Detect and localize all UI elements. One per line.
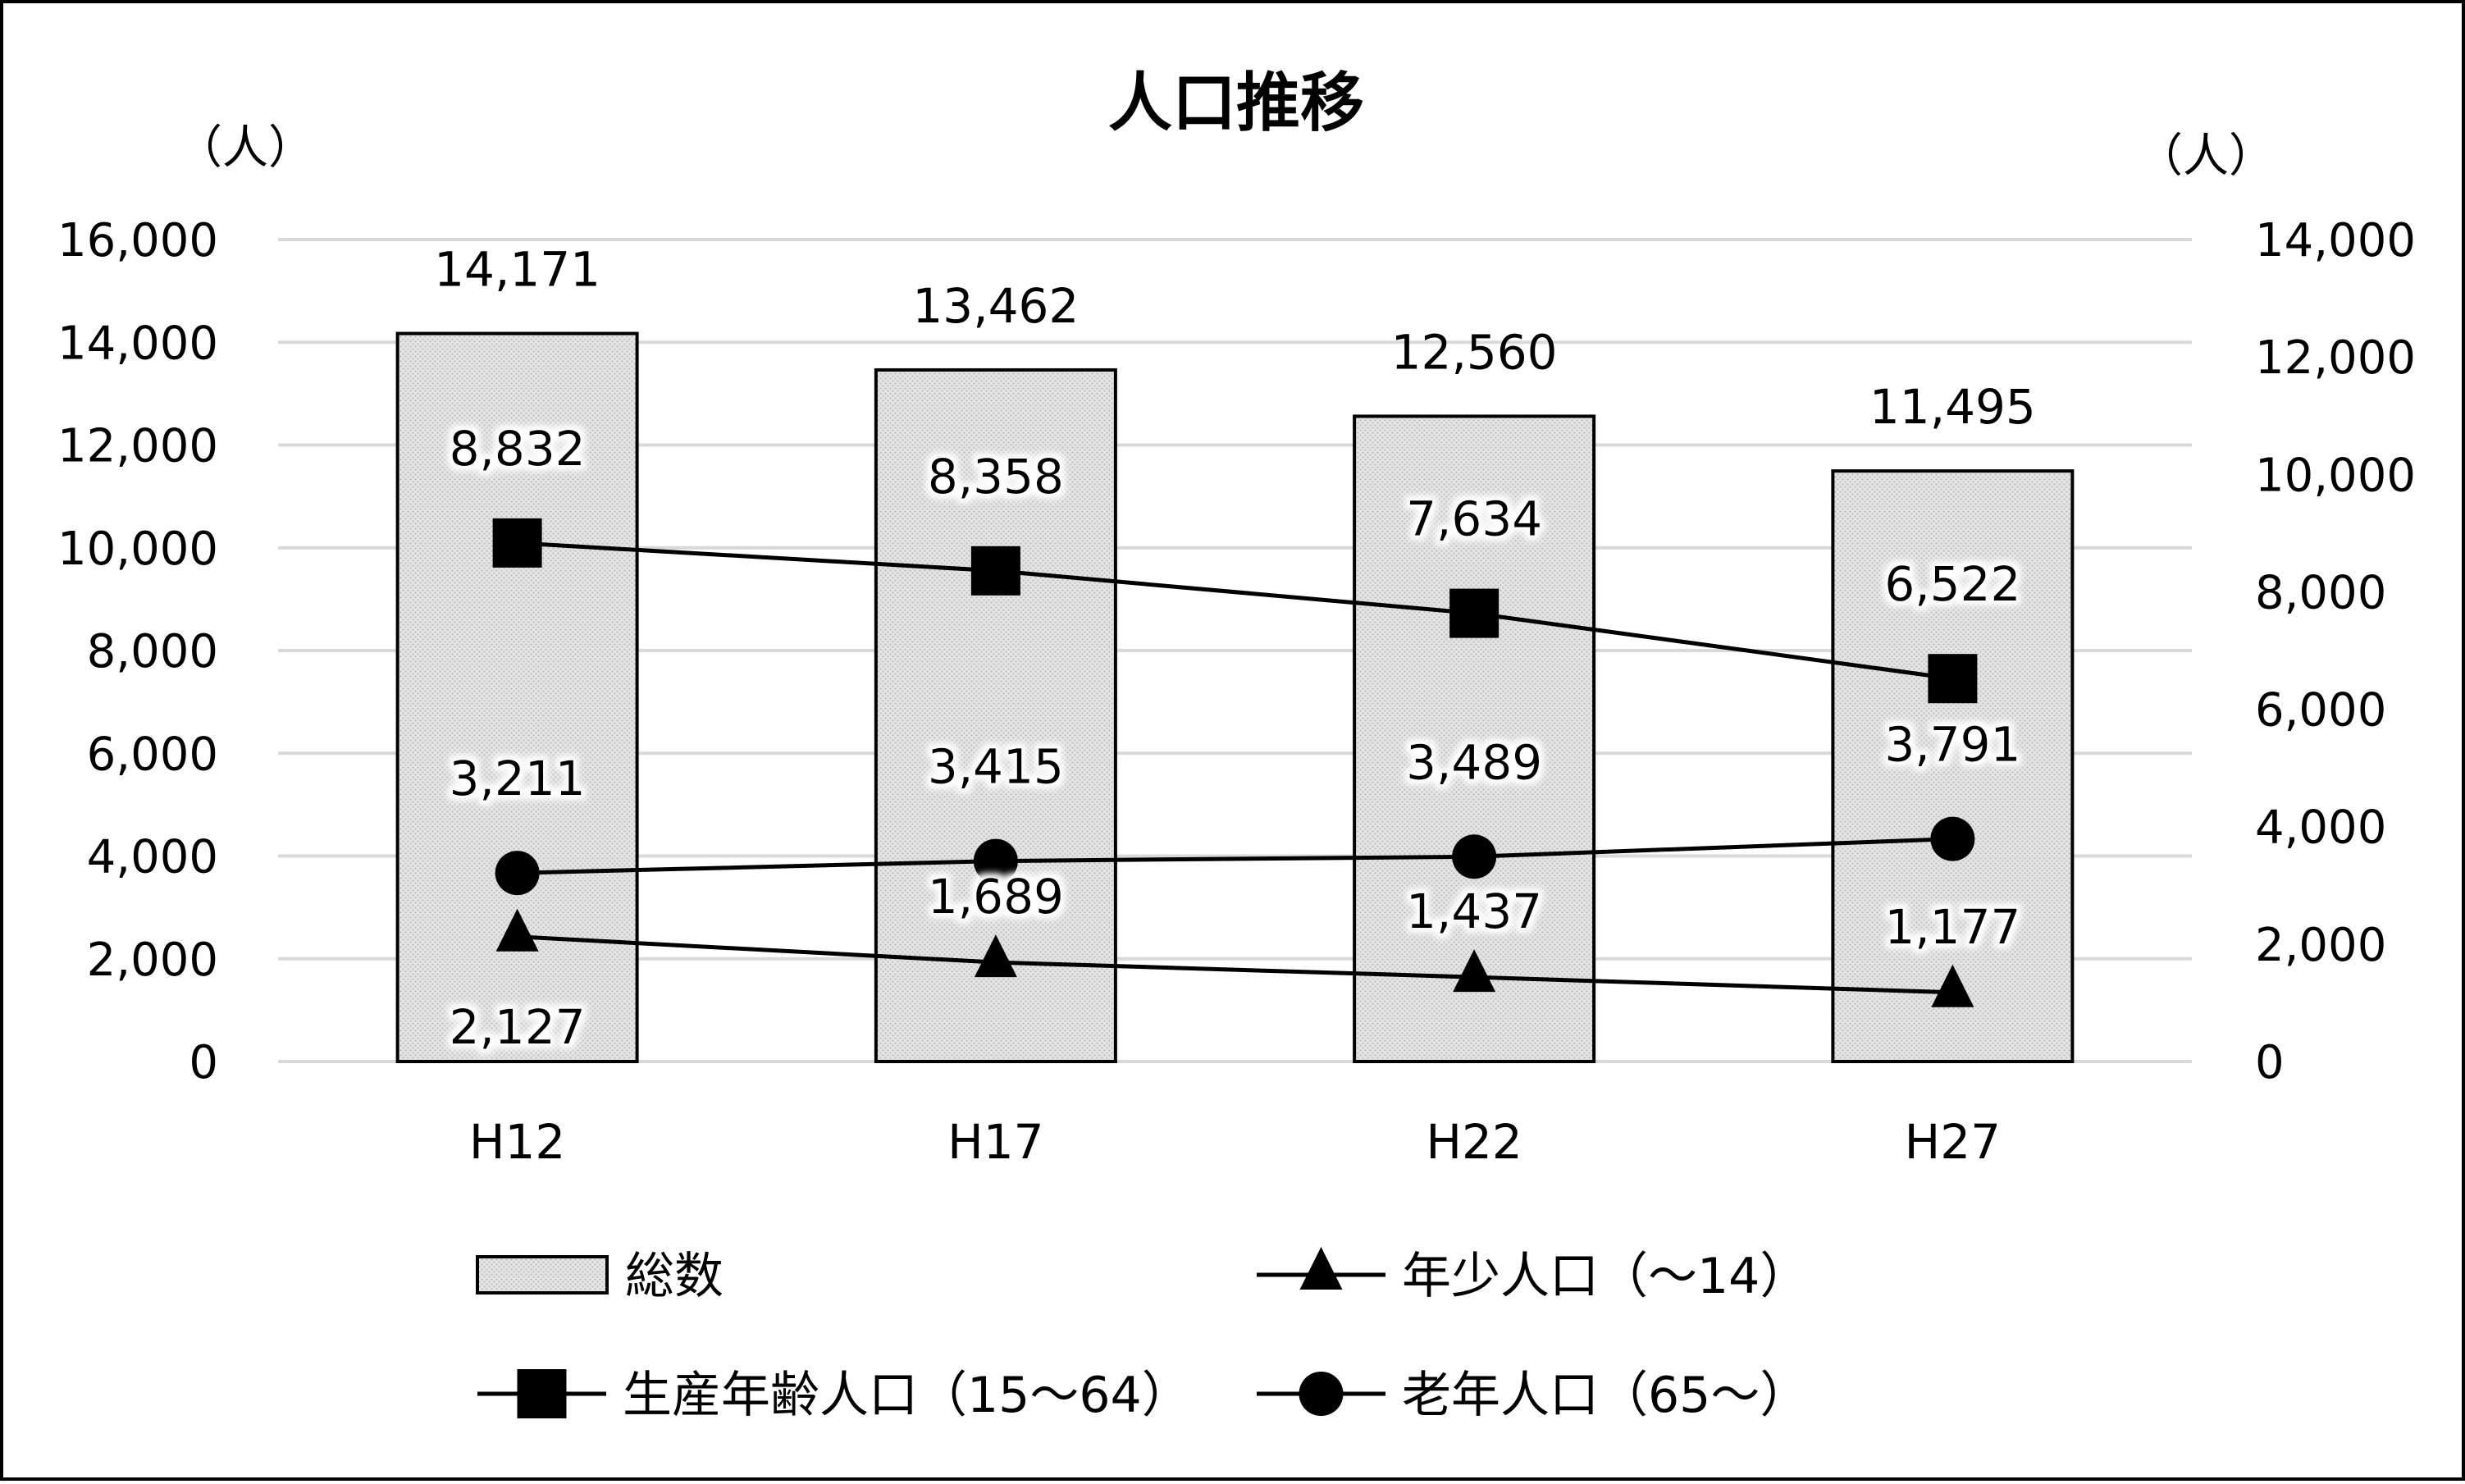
data-label-total: 13,462: [912, 278, 1079, 334]
legend-label-elderly: 老年人口（65～）: [1402, 1367, 1809, 1424]
data-label-total: 14,171: [434, 242, 600, 298]
marker-triangle: [1931, 964, 1974, 1007]
data-label-square: 6,522: [1884, 556, 2020, 612]
right-axis-ticks: 14,000 12,000 10,000 8,000 6,000 4,000 2,000 0: [2255, 214, 2416, 1089]
line-square: [517, 541, 1953, 681]
x-tick-label: H27: [1905, 1114, 2001, 1170]
marker-triangle: [495, 908, 539, 952]
legend-label-youth: 年少人口（～14）: [1402, 1248, 1809, 1305]
left-tick-label: 8,000: [87, 625, 218, 678]
chart-title: 人口推移: [1108, 66, 1364, 140]
legend-label-working: 生産年齢人口（15～64）: [623, 1367, 1191, 1424]
legend-marker-youth: [1299, 1247, 1343, 1290]
marker-square: [1449, 588, 1500, 638]
marker-circle: [495, 851, 540, 896]
marker-square: [492, 518, 542, 568]
right-tick-label: 0: [2255, 1036, 2285, 1089]
data-label-circle: 3,791: [1884, 717, 2020, 773]
line-series: [492, 518, 1978, 1007]
right-tick-label: 2,000: [2255, 919, 2386, 972]
x-tick-label: H12: [469, 1114, 565, 1170]
line-triangle: [517, 934, 1953, 995]
legend-marker-working: [517, 1369, 567, 1418]
data-label-total: 12,560: [1391, 324, 1558, 380]
legend-swatch-total: [476, 1255, 609, 1295]
x-tick-label: H22: [1426, 1114, 1522, 1170]
left-tick-label: 16,000: [57, 214, 218, 267]
left-tick-label: 0: [189, 1036, 218, 1089]
left-tick-label: 6,000: [87, 728, 218, 781]
right-tick-label: 4,000: [2255, 801, 2386, 855]
marker-square: [970, 546, 1020, 596]
right-tick-label: 10,000: [2255, 449, 2416, 502]
marker-square: [1928, 654, 1978, 704]
data-label-triangle: 1,689: [928, 869, 1064, 925]
marker-circle: [1930, 816, 1975, 861]
data-label-square: 8,358: [928, 449, 1064, 505]
marker-triangle: [974, 934, 1017, 978]
right-tick-label: 6,000: [2255, 684, 2386, 737]
population-chart: 人口推移 （人） （人） 16,000 14,000 12,000 10,000 8,0…: [57, 66, 2416, 1424]
left-tick-label: 12,000: [57, 420, 218, 473]
left-tick-label: 10,000: [57, 523, 218, 576]
left-axis-unit: （人）: [176, 121, 314, 175]
data-label-circle: 3,415: [928, 739, 1064, 795]
right-tick-label: 8,000: [2255, 566, 2386, 619]
marker-triangle: [1453, 949, 1496, 993]
data-label-square: 8,832: [450, 421, 586, 477]
data-label-square: 7,634: [1406, 491, 1542, 547]
data-label-circle: 3,211: [450, 751, 586, 806]
legend-label-total: 総数: [625, 1248, 724, 1305]
data-label-triangle: 1,177: [1884, 899, 2020, 955]
left-tick-label: 14,000: [57, 317, 218, 370]
data-label-triangle: 1,437: [1406, 884, 1542, 939]
x-axis-labels: H12 H17 H22 H27: [469, 1114, 2001, 1170]
legend-marker-elderly: [1299, 1372, 1344, 1416]
line-circle: [517, 837, 1953, 875]
legend: 総数 年少人口（～14） 生産年齢人口（15～64） 老年人口（65～）: [476, 1247, 1809, 1424]
marker-circle: [973, 838, 1018, 884]
data-label-total: 11,495: [1869, 379, 2036, 435]
bar-total: [1831, 469, 2075, 1063]
left-axis-ticks: 16,000 14,000 12,000 10,000 8,000 6,000 4,000 2…: [57, 214, 218, 1089]
x-tick-label: H17: [947, 1114, 1043, 1170]
data-label-circle: 3,489: [1406, 734, 1542, 790]
bars-total: [395, 331, 2075, 1063]
data-labels: 14,171 13,462 12,560 11,495 2,127 1,689 1,437 1…: [434, 242, 2036, 1055]
marker-circle: [1452, 834, 1497, 879]
left-tick-label: 4,000: [87, 831, 218, 884]
right-axis-unit: （人）: [2137, 130, 2275, 183]
right-tick-label: 14,000: [2255, 214, 2416, 267]
data-label-triangle: 2,127: [450, 999, 586, 1055]
left-tick-label: 2,000: [87, 934, 218, 987]
right-tick-label: 12,000: [2255, 331, 2416, 385]
